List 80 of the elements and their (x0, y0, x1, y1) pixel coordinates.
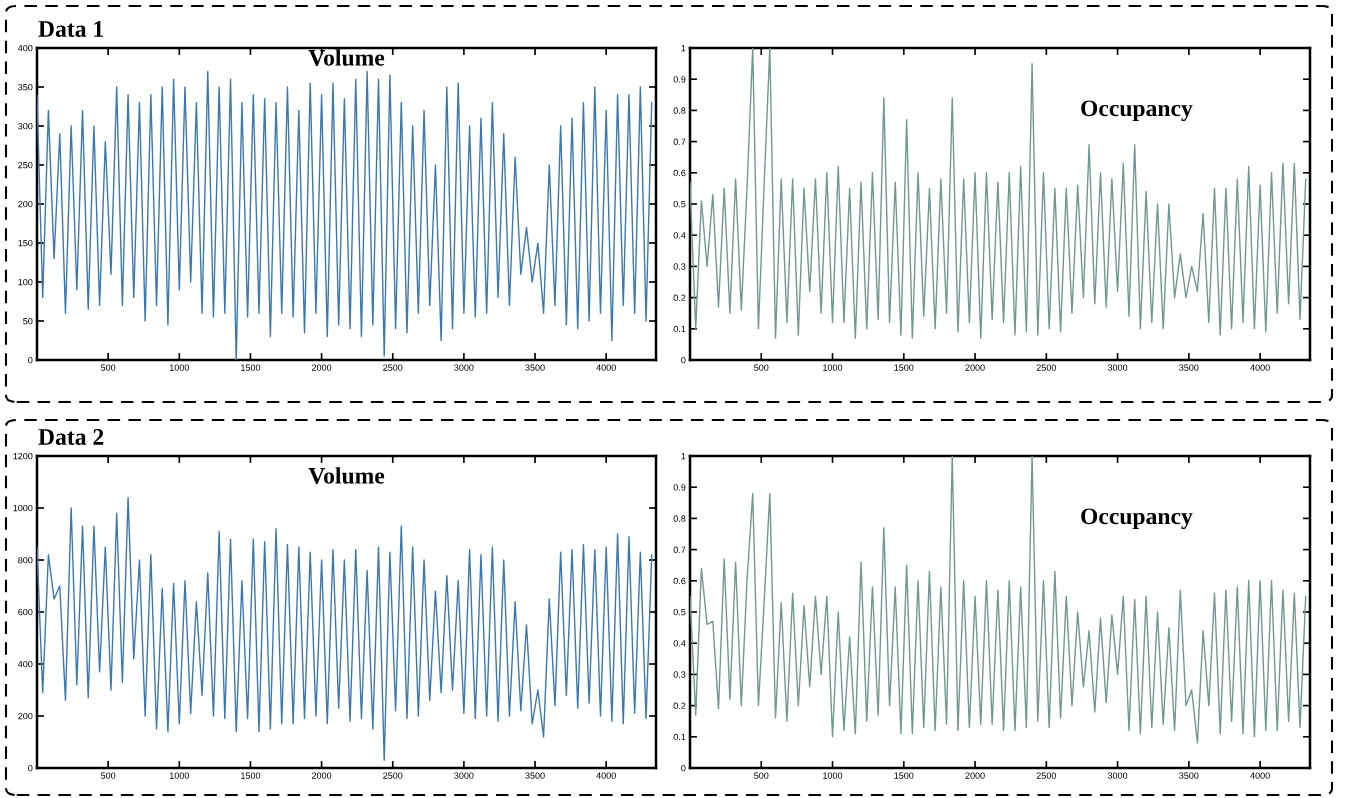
y-tick-label: 400 (17, 44, 33, 52)
y-tick-label: 0 (681, 764, 686, 772)
annotation: Volume (308, 467, 385, 484)
y-tick-label: 0 (28, 356, 33, 364)
x-tick-label: 4000 (1250, 364, 1270, 371)
y-tick-label: 100 (18, 278, 33, 286)
x-tick-label: 2000 (965, 772, 985, 779)
x-tick-label: 1500 (241, 364, 261, 371)
y-tick-label: 0.7 (673, 138, 686, 145)
line-series (37, 70, 653, 360)
x-tick-label: 2500 (1036, 364, 1057, 371)
x-tick-label: 3500 (1179, 364, 1199, 371)
y-tick-label: 200 (18, 712, 33, 720)
y-tick-label: 0.1 (673, 325, 686, 333)
x-tick-label: 2000 (312, 772, 332, 779)
line-series (690, 456, 1307, 744)
x-tick-label: 500 (754, 772, 769, 779)
chart-title: Data 2 (38, 429, 104, 445)
x-tick-label: 1000 (823, 364, 843, 371)
x-tick-label: 1000 (823, 772, 843, 779)
y-tick-label: 0.5 (673, 608, 686, 616)
y-tick-label: 50 (23, 317, 33, 325)
y-tick-label: 300 (18, 122, 33, 130)
y-tick-label: 0.2 (673, 294, 686, 301)
y-tick-label: 1000 (13, 504, 33, 512)
x-tick-label: 3500 (1179, 772, 1199, 779)
x-tick-label: 500 (100, 364, 116, 371)
y-tick-label: 0.3 (673, 263, 686, 270)
y-tick-label: 0.4 (673, 640, 686, 647)
x-tick-label: 4000 (596, 772, 616, 779)
y-tick-label: 1 (681, 453, 686, 460)
x-tick-label: 3500 (525, 772, 545, 779)
x-tick-label: 4000 (1250, 772, 1270, 779)
x-tick-label: 1500 (241, 772, 261, 779)
y-tick-label: 0.9 (673, 76, 686, 83)
x-tick-label: 1000 (169, 772, 189, 779)
x-tick-label: 3000 (454, 772, 474, 779)
y-tick-label: 0.6 (673, 577, 686, 585)
x-tick-label: 3000 (1107, 364, 1128, 371)
x-tick-label: 2500 (383, 772, 403, 779)
y-tick-label: 1 (681, 45, 686, 52)
annotation: Occupancy (1081, 508, 1193, 530)
chart-title: Data 1 (38, 21, 104, 37)
y-tick-label: 400 (17, 660, 33, 668)
annotation: Volume (308, 49, 385, 66)
x-tick-label: 500 (100, 772, 116, 779)
x-tick-label: 500 (754, 364, 769, 371)
x-tick-label: 2000 (312, 364, 332, 371)
x-tick-label: 1000 (169, 364, 189, 371)
x-tick-label: 1500 (894, 772, 914, 779)
y-tick-label: 800 (18, 556, 33, 564)
x-tick-label: 2500 (383, 364, 403, 371)
y-tick-label: 0.8 (673, 515, 686, 522)
y-tick-label: 0.6 (673, 169, 686, 177)
y-tick-label: 200 (18, 200, 33, 208)
y-tick-label: 600 (18, 608, 33, 616)
y-tick-label: 0 (28, 764, 33, 772)
y-tick-label: 0.4 (673, 232, 686, 239)
x-tick-label: 3000 (454, 364, 474, 371)
line-series (690, 48, 1307, 339)
y-tick-label: 0 (681, 356, 686, 364)
y-tick-label: 0.7 (673, 546, 686, 553)
y-tick-label: 0.9 (673, 484, 686, 491)
x-tick-label: 1500 (894, 364, 914, 371)
y-tick-label: 1200 (13, 452, 33, 460)
x-tick-label: 2000 (965, 364, 985, 371)
y-tick-label: 350 (18, 83, 33, 91)
y-tick-label: 250 (18, 161, 33, 169)
y-tick-label: 0.3 (673, 671, 686, 678)
line-series (37, 496, 653, 761)
y-tick-label: 0.8 (673, 107, 686, 114)
x-tick-label: 3000 (1107, 772, 1128, 779)
y-tick-label: 0.5 (673, 200, 686, 208)
x-tick-label: 2500 (1036, 772, 1057, 779)
y-tick-label: 150 (18, 239, 33, 247)
y-tick-label: 0.1 (673, 733, 686, 741)
x-tick-label: 4000 (596, 364, 616, 371)
y-tick-label: 0.2 (673, 702, 686, 709)
annotation: Occupancy (1081, 100, 1193, 122)
x-tick-label: 3500 (525, 364, 545, 371)
